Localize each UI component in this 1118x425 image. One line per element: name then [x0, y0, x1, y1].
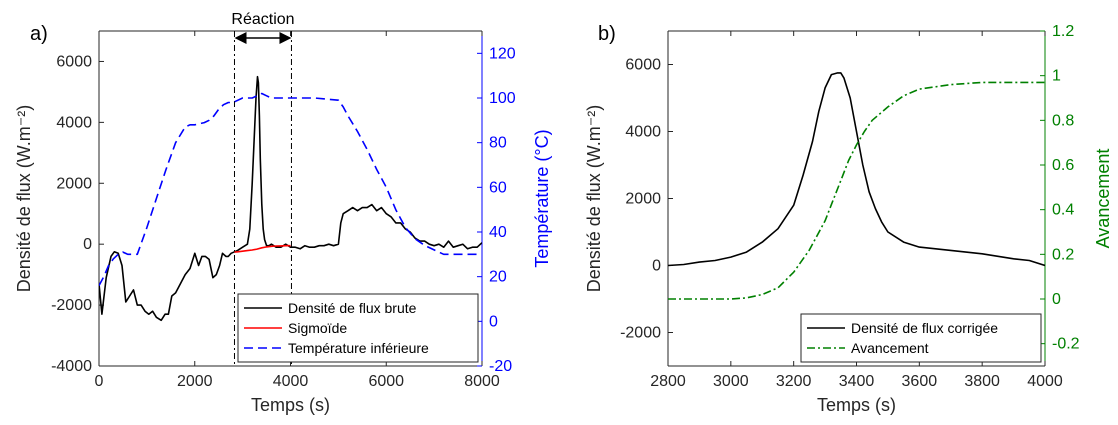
left-y-tick-label: 2000 [625, 191, 661, 208]
right-y-tick-label: 120 [489, 45, 516, 62]
reaction-annotation: Réaction [231, 11, 294, 28]
right-y-tick-label: 0.6 [1052, 157, 1074, 174]
reaction-arrow-head-left [234, 32, 247, 44]
right-y-tick-label: 0.2 [1052, 246, 1074, 263]
right-y-tick-label: 0.8 [1052, 112, 1074, 129]
x-axis-label: Temps (s) [251, 395, 330, 415]
right-y-tick-label: 40 [489, 224, 507, 241]
panel-label: b) [598, 23, 616, 45]
legend-entry: Avancement [851, 340, 929, 356]
right-y-tick-label: -20 [489, 358, 512, 375]
legend: Densité de flux corrigée Avancement [800, 313, 1042, 363]
left-y-axis-label: Densité de flux (W.m⁻²) [14, 105, 34, 293]
chart-panel-b: 2800 3000 3200 3400 3600 3800 4000 -2000 0 2000 40… [584, 23, 1113, 415]
series-line-2 [668, 81, 1045, 300]
right-y-axis-label: Température (°C) [532, 129, 552, 267]
legend-entry: Température inférieure [288, 340, 429, 356]
legend: Densité de flux brute Sigmoïde Température… [237, 293, 479, 363]
left-y-tick-label: 6000 [56, 53, 92, 70]
x-tick-label: 3800 [964, 373, 1000, 390]
x-tick-label: 3000 [713, 373, 749, 390]
legend-entry: Densité de flux corrigée [851, 320, 998, 336]
x-tick-label: 2000 [177, 373, 213, 390]
left-y-tick-label: 2000 [56, 175, 92, 192]
x-tick-label: 3400 [839, 373, 875, 390]
right-y-tick-label: -0.2 [1052, 336, 1080, 353]
right-y-tick-label: 1.2 [1052, 23, 1074, 40]
right-y-tick-label: 0 [1052, 291, 1061, 308]
x-tick-label: 3200 [776, 373, 812, 390]
legend-entry: Sigmoïde [288, 320, 347, 336]
left-y-tick-label: -2000 [620, 325, 661, 342]
x-tick-label: 8000 [464, 373, 500, 390]
left-y-tick-label: 4000 [625, 124, 661, 141]
x-axis-label: Temps (s) [817, 395, 896, 415]
left-y-tick-label: 6000 [625, 57, 661, 74]
x-tick-label: 4000 [273, 373, 309, 390]
legend-entry: Densité de flux brute [288, 300, 417, 316]
right-y-tick-label: 0 [489, 313, 498, 330]
chart-panel-a: 0 2000 4000 6000 8000 -4000 -2000 0 2000 4000 6000… [14, 11, 552, 415]
right-y-tick-label: 80 [489, 135, 507, 152]
left-y-tick-label: 0 [83, 236, 92, 253]
x-tick-label: 2800 [650, 373, 686, 390]
right-y-tick-label: 60 [489, 179, 507, 196]
series-line-1 [99, 75, 482, 322]
right-y-axis-label: Avancement [1093, 149, 1113, 249]
right-y-tick-label: 100 [489, 90, 516, 107]
right-y-tick-label: 0.4 [1052, 202, 1074, 219]
series-line-1 [668, 72, 1045, 267]
right-y-tick-label: 20 [489, 269, 507, 286]
x-tick-label: 4000 [1027, 373, 1063, 390]
series-line-3 [99, 92, 482, 286]
legend-box [800, 313, 1042, 363]
left-y-tick-label: -2000 [51, 297, 92, 314]
panel-label: a) [30, 23, 48, 45]
left-y-axis-label: Densité de flux (W.m⁻²) [584, 105, 604, 293]
x-tick-label: 6000 [368, 373, 404, 390]
left-y-tick-label: 4000 [56, 114, 92, 131]
reaction-arrow-head-right [279, 32, 292, 44]
x-tick-label: 0 [95, 373, 104, 390]
right-y-tick-label: 1 [1052, 68, 1061, 85]
x-tick-label: 3600 [902, 373, 938, 390]
series-line-2 [234, 244, 291, 253]
left-y-tick-label: 0 [652, 258, 661, 275]
left-y-tick-label: -4000 [51, 358, 92, 375]
